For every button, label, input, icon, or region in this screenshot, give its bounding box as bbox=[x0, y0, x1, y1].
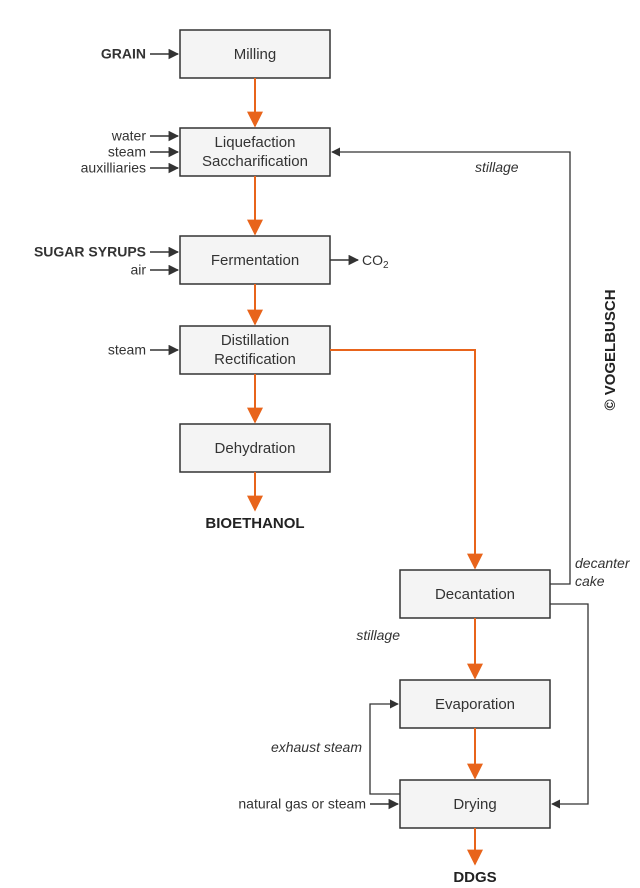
edgelabel-stillage_dec: stillage bbox=[356, 627, 400, 643]
flow-exhaust-steam bbox=[370, 704, 400, 794]
evaporation-label: Evaporation bbox=[435, 696, 515, 713]
input-label-grain: GRAIN bbox=[101, 46, 146, 62]
output-label-co2: CO2 bbox=[362, 252, 389, 271]
flow-distillation-decantation bbox=[330, 350, 475, 568]
input-label-air: air bbox=[130, 262, 146, 278]
input-label-auxiliaries: auxilliaries bbox=[81, 160, 146, 176]
input-label-sugar_syrups: SUGAR SYRUPS bbox=[34, 244, 146, 260]
fermentation-label: Fermentation bbox=[211, 252, 299, 269]
input-label-natural_gas: natural gas or steam bbox=[238, 796, 366, 812]
watermark: © VOGELBUSCH bbox=[602, 289, 619, 410]
decantation-label: Decantation bbox=[435, 586, 515, 603]
edgelabel-cake: cake bbox=[575, 573, 605, 589]
edgelabel-exhaust_steam: exhaust steam bbox=[271, 739, 362, 755]
input-label-water: water bbox=[111, 128, 147, 144]
flow-decanter-cake bbox=[550, 604, 588, 804]
drying-label: Drying bbox=[453, 796, 496, 813]
distillation-label-2: Rectification bbox=[214, 351, 296, 368]
edgelabel-decanter: decanter bbox=[575, 555, 631, 571]
distillation-label-1: Distillation bbox=[221, 332, 289, 349]
dehydration-label: Dehydration bbox=[215, 440, 296, 457]
edgelabel-stillage_top: stillage bbox=[475, 159, 519, 175]
input-label-steam2: steam bbox=[108, 342, 146, 358]
liquefaction-label-2: Saccharification bbox=[202, 153, 308, 170]
endlabel-bioethanol: BIOETHANOL bbox=[205, 515, 304, 532]
input-label-steam1: steam bbox=[108, 144, 146, 160]
flow-stillage-recycle bbox=[332, 152, 570, 584]
liquefaction-label-1: Liquefaction bbox=[215, 134, 296, 151]
milling-label: Milling bbox=[234, 46, 277, 63]
endlabel-ddgs: DDGS bbox=[453, 869, 496, 886]
